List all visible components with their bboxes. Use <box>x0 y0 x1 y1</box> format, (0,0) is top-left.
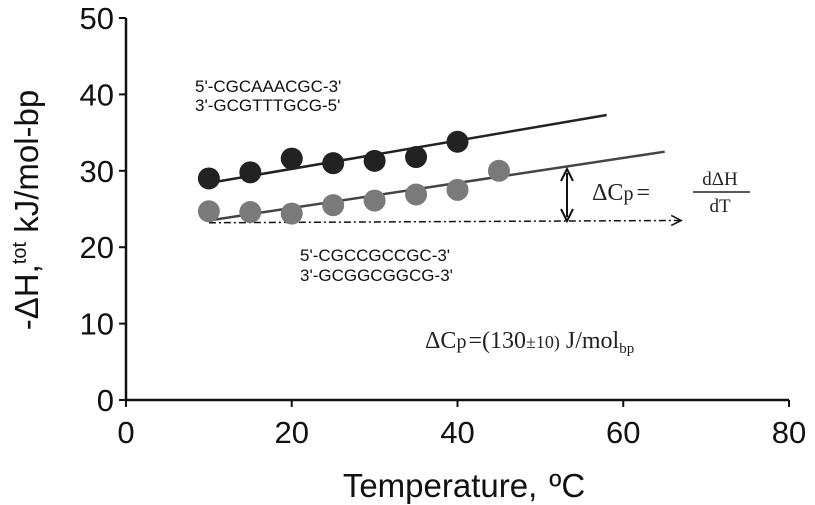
svg-text:dT: dT <box>709 196 731 217</box>
series-2-label-line-2: 3'-GCGGCGGCG-3' <box>300 266 453 285</box>
svg-text:dΔH: dΔH <box>702 169 738 190</box>
series-2-label-line-1: 5'-CGCCGCCGC-3' <box>300 246 450 265</box>
y-tick-label: 0 <box>97 383 114 418</box>
series-1-label-line-1: 5'-CGCAAACGC-3' <box>195 77 341 96</box>
result-annotation: ΔCp=(130±10) J/molbp <box>425 328 634 357</box>
series-1-point <box>446 130 469 153</box>
series-2-point <box>239 201 262 224</box>
svg-text:ΔCp=: ΔCp = <box>592 180 650 206</box>
formula-derivative: ΔCp = dΔH dT <box>592 169 750 217</box>
x-tick-label: 60 <box>606 415 640 450</box>
y-tick-label: 30 <box>80 154 114 189</box>
reference-line-arrowhead <box>670 214 683 227</box>
series-1-fit-line <box>208 113 607 185</box>
y-axis-label: -ΔH,tot kJ/mol-bp <box>8 90 45 331</box>
series-1-point <box>197 167 220 190</box>
reference-line <box>208 219 682 224</box>
plot-area <box>197 113 683 227</box>
x-tick-label: 40 <box>440 415 474 450</box>
axes: 0 20 40 60 80 0 10 20 30 40 50 <box>80 1 807 450</box>
series-1-point <box>363 149 386 172</box>
series-2-point <box>280 202 303 225</box>
y-tick-label: 50 <box>80 1 114 36</box>
series-1-point <box>239 161 262 184</box>
x-tick-label: 80 <box>772 415 806 450</box>
series-2-point <box>197 200 220 223</box>
x-axis-label: Temperature, ºC <box>343 467 585 504</box>
series-1-point <box>280 147 303 170</box>
x-tick-label: 20 <box>275 415 309 450</box>
y-tick-label: 40 <box>80 77 114 112</box>
series-1-label-line-2: 3'-GCGTTTGCG-5' <box>195 96 340 115</box>
series-1-point <box>322 152 345 175</box>
y-tick-label: 10 <box>80 307 114 342</box>
series-2-point <box>405 183 428 206</box>
series-2-point <box>487 159 510 182</box>
delta-cp-arrow <box>560 166 574 224</box>
series-1-point <box>405 146 428 169</box>
series-2-point <box>446 178 469 201</box>
y-tick-label: 20 <box>80 230 114 265</box>
series-2-point <box>322 194 345 217</box>
x-tick-label: 0 <box>117 415 134 450</box>
series-2-point <box>363 189 386 212</box>
